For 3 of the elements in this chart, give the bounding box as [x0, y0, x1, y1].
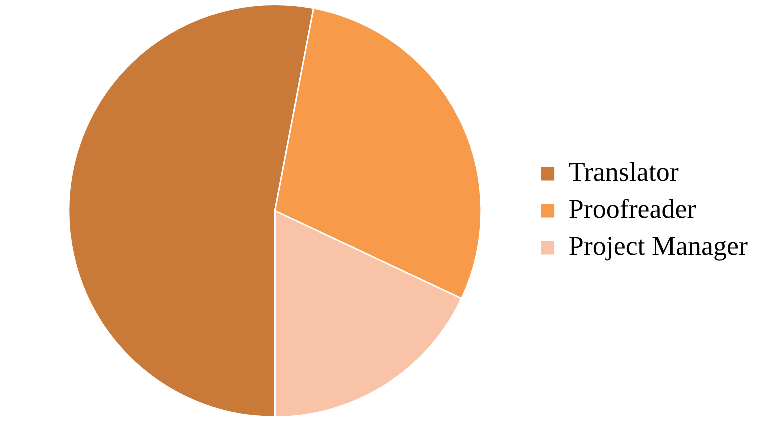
legend-label: Project Manager — [568, 231, 748, 262]
legend-label: Translator — [568, 157, 679, 188]
legend-label: Proofreader — [568, 194, 696, 224]
